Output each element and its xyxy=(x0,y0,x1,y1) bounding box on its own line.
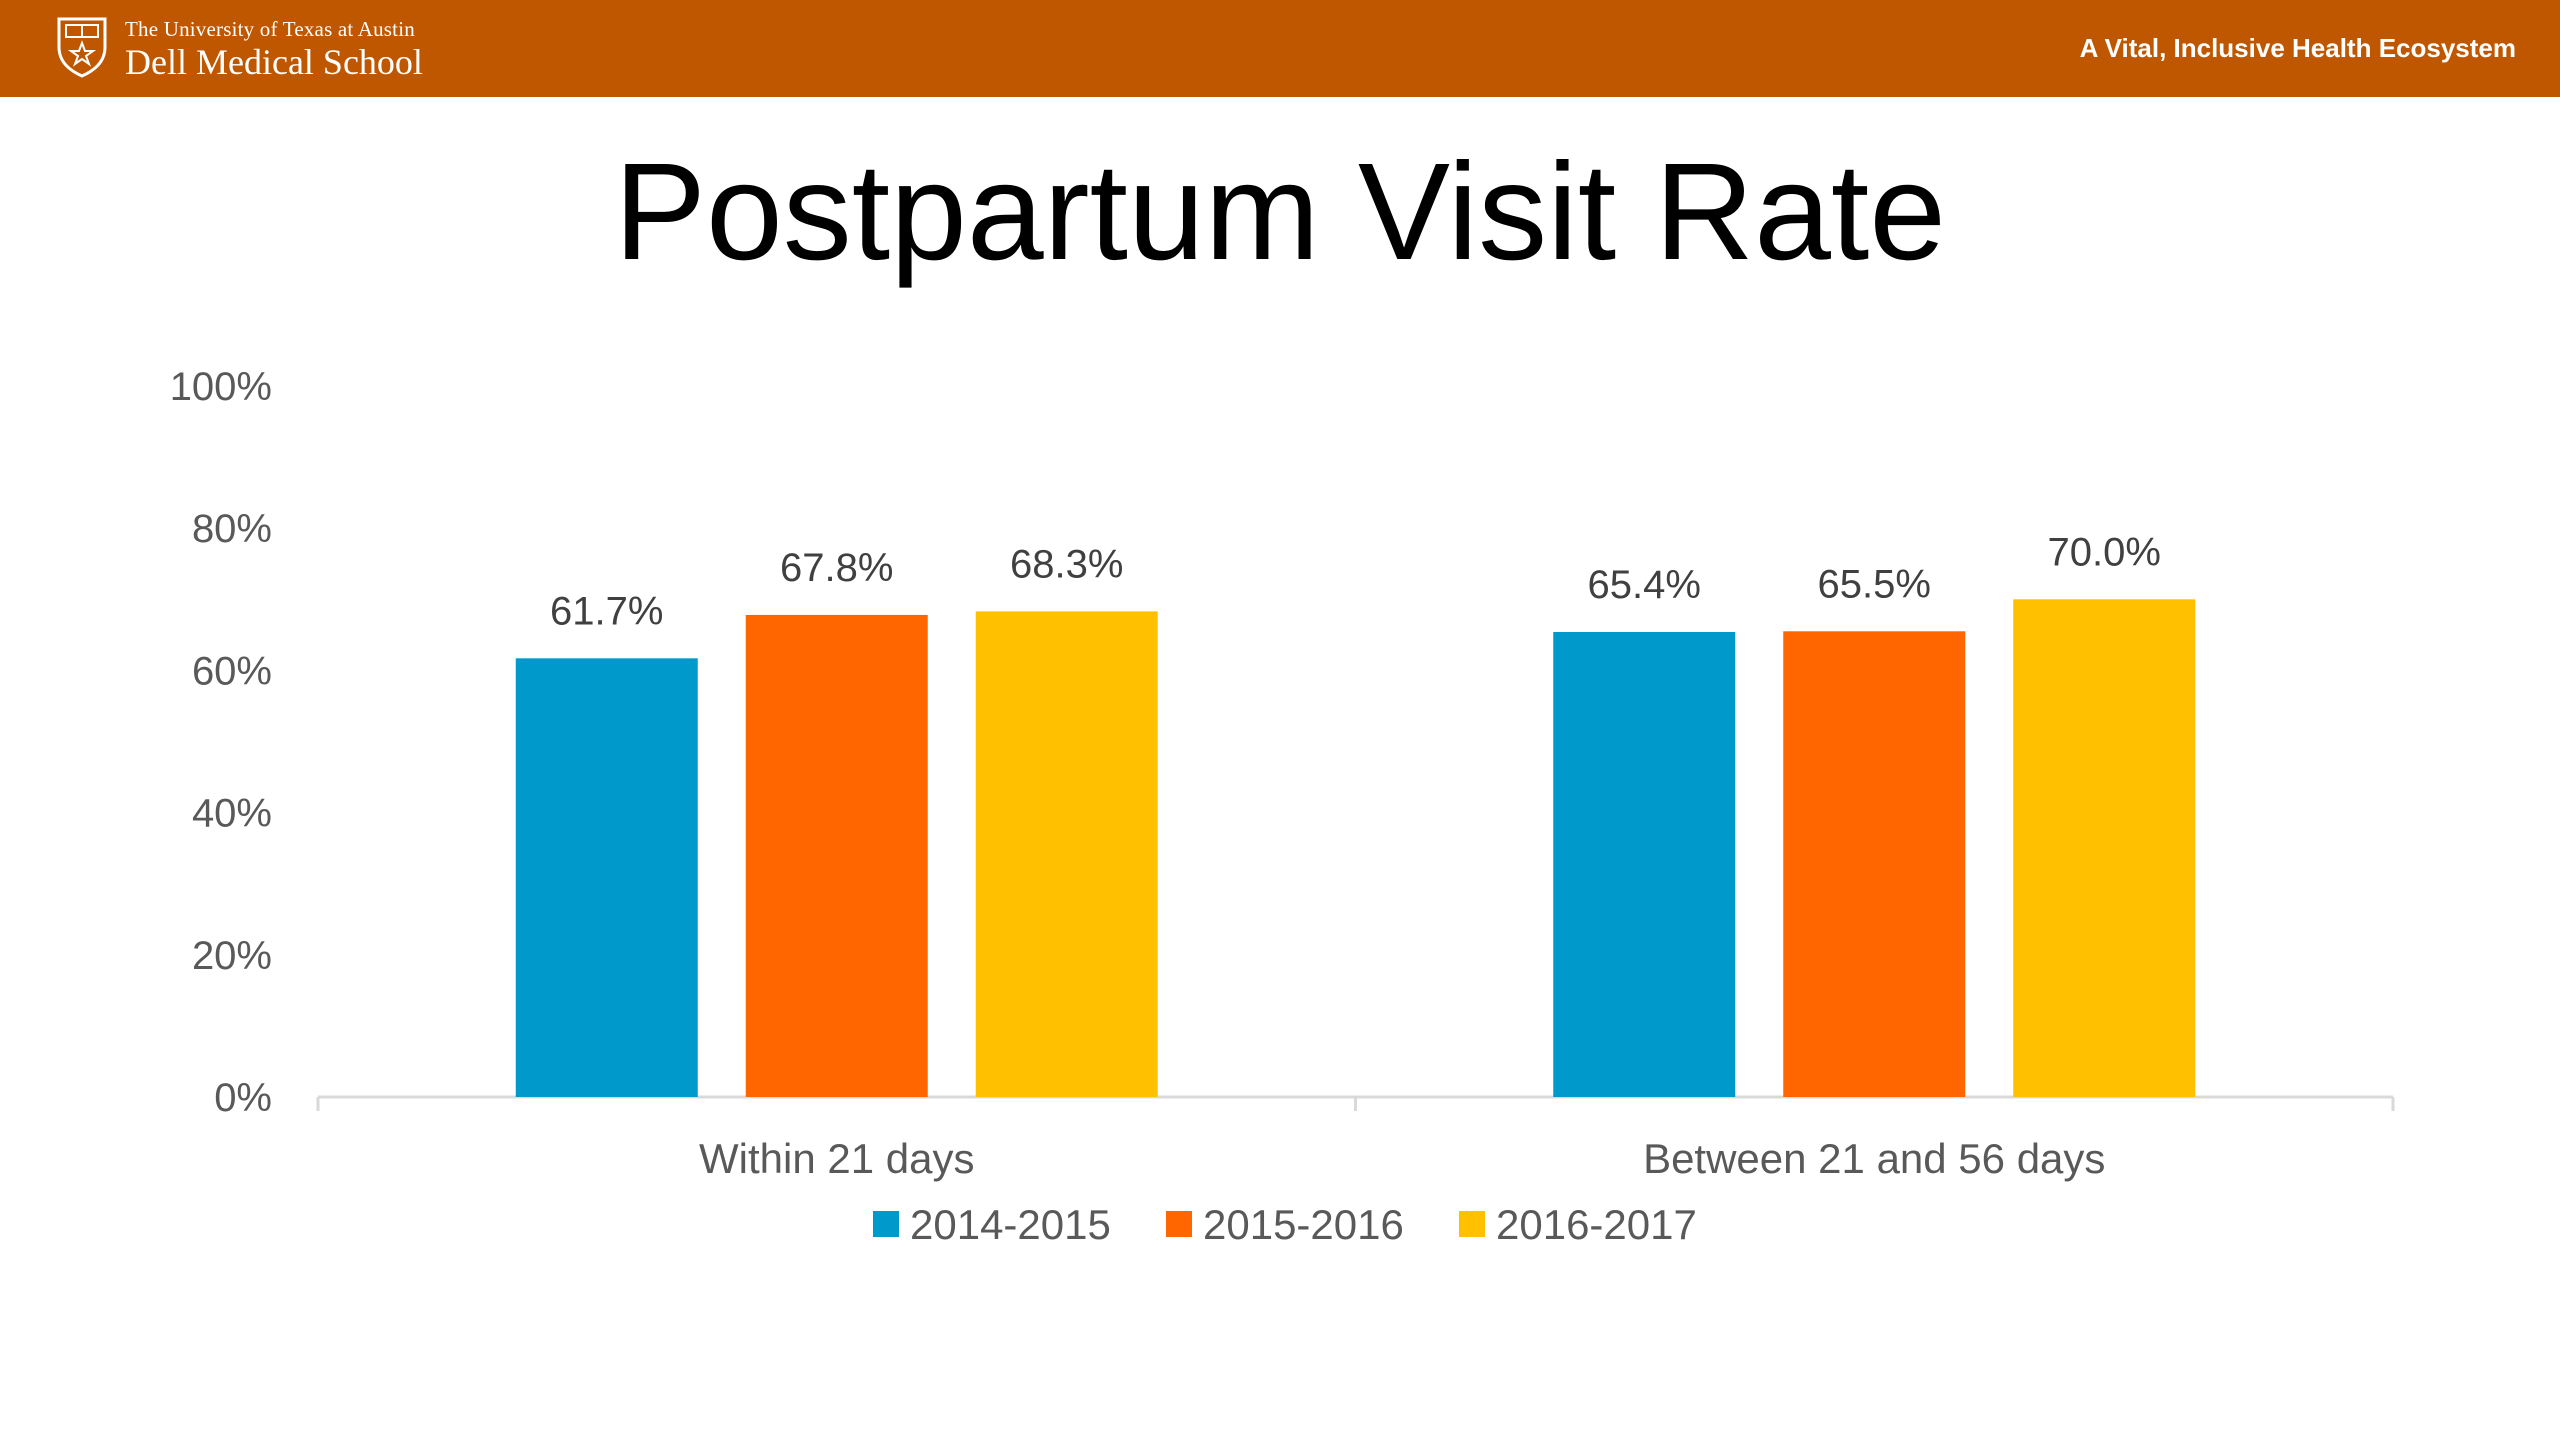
category-label: Between 21 and 56 days xyxy=(1643,1135,2105,1182)
bar xyxy=(975,611,1158,1097)
header-bar: The University of Texas at Austin Dell M… xyxy=(0,0,2560,97)
y-tick-label: 0% xyxy=(214,1076,272,1120)
data-label: 65.5% xyxy=(1818,562,1931,606)
legend-label: 2014-2015 xyxy=(910,1201,1111,1248)
y-tick-label: 100% xyxy=(170,365,272,409)
data-label: 70.0% xyxy=(2048,530,2161,574)
bar xyxy=(1783,631,1966,1097)
institution-name: The University of Texas at Austin xyxy=(125,16,415,41)
data-label: 61.7% xyxy=(550,589,663,633)
y-tick-label: 60% xyxy=(192,649,272,693)
bar xyxy=(2013,599,2196,1097)
bar xyxy=(515,658,698,1097)
bar xyxy=(1553,632,1736,1097)
y-tick-label: 40% xyxy=(192,792,272,836)
brand-logo[interactable]: The University of Texas at Austin Dell M… xyxy=(55,17,423,81)
legend-swatch xyxy=(1166,1211,1192,1237)
slide-title: Postpartum Visit Rate xyxy=(613,135,1947,289)
school-name: Dell Medical School xyxy=(125,41,423,82)
tagline: A Vital, Inclusive Health Ecosystem xyxy=(2079,33,2516,63)
bar xyxy=(745,614,928,1097)
data-label: 67.8% xyxy=(780,546,893,590)
y-tick-label: 20% xyxy=(192,934,272,978)
data-label: 68.3% xyxy=(1010,542,1123,586)
legend-swatch xyxy=(873,1211,899,1237)
category-label: Within 21 days xyxy=(699,1135,974,1182)
legend-label: 2016-2017 xyxy=(1496,1201,1697,1248)
legend-label: 2015-2016 xyxy=(1203,1201,1404,1248)
data-label: 65.4% xyxy=(1588,563,1701,607)
ut-shield-icon xyxy=(55,15,109,84)
y-tick-label: 80% xyxy=(192,507,272,551)
legend-swatch xyxy=(1459,1211,1485,1237)
